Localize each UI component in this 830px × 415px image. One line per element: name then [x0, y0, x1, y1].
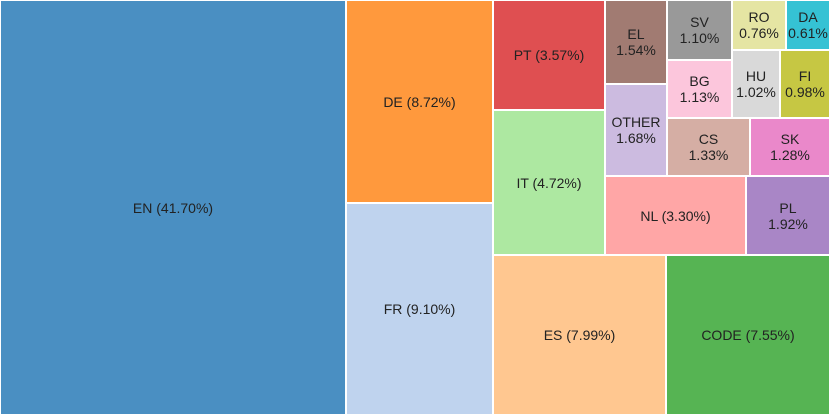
treemap-label-de: DE (8.72%): [383, 93, 456, 110]
treemap-label-fi: FI 0.98%: [785, 68, 825, 100]
treemap-label-sv: SV 1.10%: [679, 14, 720, 46]
treemap-cell-sv: SV 1.10%: [667, 0, 732, 60]
treemap-cell-de: DE (8.72%): [346, 0, 493, 203]
treemap-cell-en: EN (41.70%): [0, 0, 346, 415]
treemap-label-da: DA 0.61%: [788, 9, 828, 41]
treemap-label-cs: CS 1.33%: [688, 131, 729, 163]
treemap-label-es: ES (7.99%): [543, 327, 616, 343]
treemap-cell-ro: RO 0.76%: [732, 0, 786, 50]
treemap-cell-sk: SK 1.28%: [750, 118, 830, 176]
treemap-label-nl: NL (3.30%): [640, 207, 711, 224]
treemap-cell-fi: FI 0.98%: [780, 50, 830, 118]
treemap-label-code: CODE (7.55%): [701, 327, 795, 343]
treemap-label-pl: PL 1.92%: [768, 199, 808, 232]
treemap-label-fr: FR (9.10%): [383, 301, 456, 317]
treemap-cell-es: ES (7.99%): [493, 255, 666, 415]
treemap-cell-other: OTHER 1.68%: [605, 84, 667, 176]
treemap-cell-code: CODE (7.55%): [666, 255, 830, 415]
treemap-cell-hu: HU 1.02%: [732, 50, 780, 118]
treemap-label-hu: HU 1.02%: [736, 68, 776, 100]
treemap-cell-nl: NL (3.30%): [605, 176, 746, 255]
treemap-label-bg: BG 1.13%: [679, 73, 720, 105]
treemap-label-other: OTHER 1.68%: [611, 114, 661, 146]
treemap-cell-da: DA 0.61%: [786, 0, 830, 50]
treemap-cell-it: IT (4.72%): [493, 110, 605, 255]
treemap-label-sk: SK 1.28%: [770, 131, 810, 163]
treemap-label-el: EL 1.54%: [616, 26, 656, 58]
treemap-cell-pl: PL 1.92%: [746, 176, 830, 255]
treemap-label-pt: PT (3.57%): [513, 47, 585, 63]
treemap-label-en: EN (41.70%): [132, 199, 214, 216]
treemap-label-it: IT (4.72%): [516, 174, 582, 191]
treemap-cell-bg: BG 1.13%: [667, 60, 732, 118]
treemap-cell-cs: CS 1.33%: [667, 118, 750, 176]
treemap-cell-el: EL 1.54%: [605, 0, 667, 84]
treemap-cell-pt: PT (3.57%): [493, 0, 605, 110]
treemap-cell-fr: FR (9.10%): [346, 203, 493, 415]
treemap-label-ro: RO 0.76%: [739, 9, 779, 41]
